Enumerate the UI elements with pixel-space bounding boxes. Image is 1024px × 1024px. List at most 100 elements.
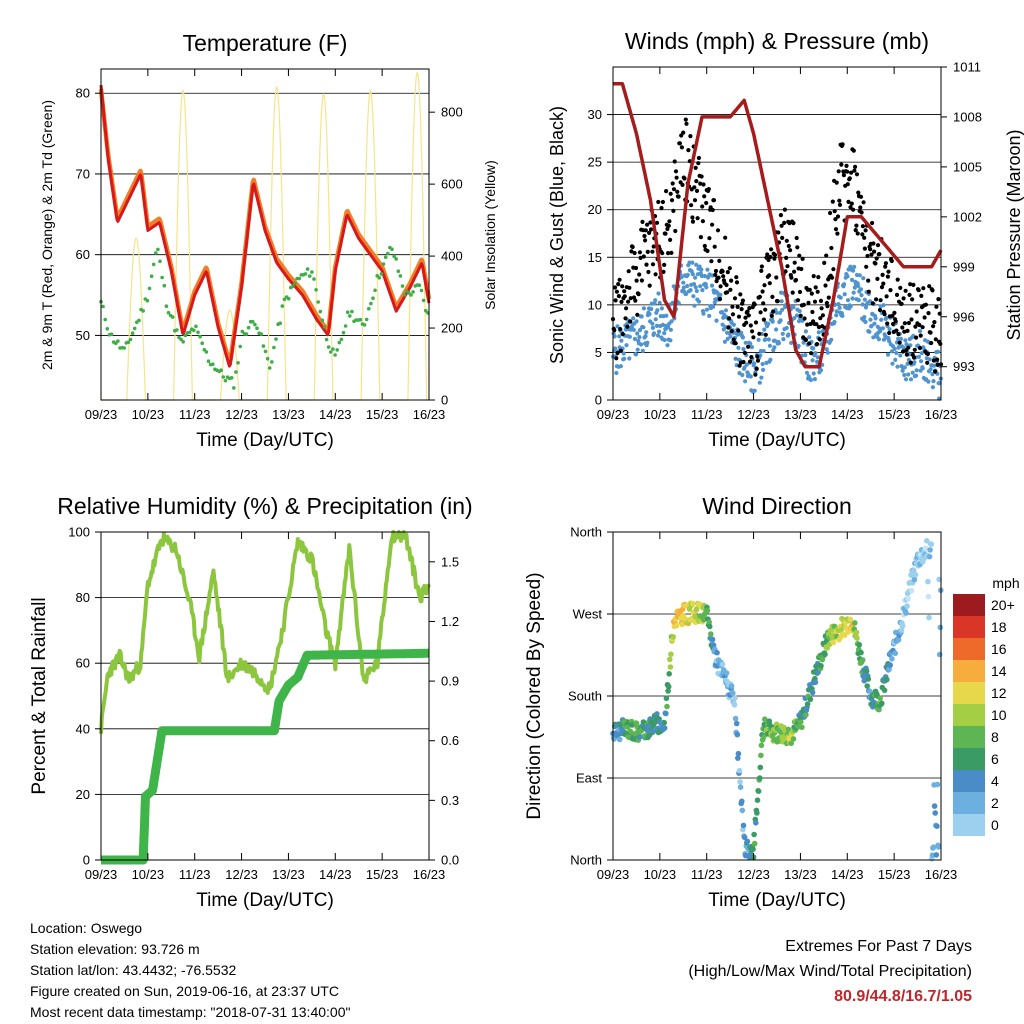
wind-point — [774, 310, 779, 315]
colorbar-label: 2 — [991, 795, 999, 811]
dewpoint-point — [293, 281, 297, 285]
gust-point — [854, 172, 860, 177]
gust-point — [690, 215, 695, 220]
gust-point — [626, 269, 631, 274]
gust-point — [856, 190, 861, 195]
gust-point — [677, 141, 683, 146]
gust-point — [935, 357, 940, 362]
wind-point — [760, 361, 765, 367]
direction-point — [830, 639, 837, 646]
direction-point — [744, 838, 751, 845]
y-tick-label-right: 0.3 — [441, 793, 459, 808]
gust-point — [641, 254, 646, 259]
wind-point — [880, 326, 886, 331]
gust-point — [689, 203, 694, 208]
gust-point — [755, 358, 761, 363]
gust-point — [754, 366, 759, 371]
direction-point — [663, 695, 670, 702]
dewpoint-point — [337, 340, 342, 345]
dewpoint-point — [261, 344, 266, 348]
gust-point — [625, 324, 630, 329]
gust-point — [862, 235, 867, 240]
gust-point — [759, 268, 764, 273]
dewpoint-point — [253, 322, 257, 327]
direction-point — [735, 750, 742, 757]
dewpoint-point — [211, 362, 215, 367]
direction-point — [822, 651, 828, 658]
gust-point — [841, 173, 847, 178]
wind-point — [733, 356, 738, 361]
plot-frame — [100, 531, 430, 861]
wind-point — [778, 318, 783, 323]
gust-point — [671, 208, 676, 213]
x-tick-label: 15/23 — [366, 407, 399, 422]
gust-point — [629, 249, 634, 254]
gust-point — [748, 359, 753, 364]
gust-point — [618, 348, 624, 353]
direction-point — [892, 650, 899, 657]
y-axis-label-right: Solar Insolation (Yellow) — [482, 160, 498, 310]
wind-point — [910, 370, 915, 375]
wind-point — [761, 349, 766, 354]
extremes-values: 80.9/44.8/16.7/1.05 — [834, 988, 972, 1005]
dewpoint-point — [280, 304, 285, 308]
gust-point — [862, 246, 868, 251]
gust-point — [734, 280, 740, 285]
direction-point — [731, 702, 738, 708]
y-tick-label-right: 0.9 — [441, 674, 459, 689]
gust-point — [858, 205, 863, 210]
x-tick-label: 10/23 — [132, 867, 165, 882]
wind-point — [655, 333, 661, 338]
x-tick-label: 12/23 — [737, 867, 770, 882]
dewpoint-point — [151, 262, 156, 267]
gust-point — [901, 296, 906, 301]
gust-point — [819, 306, 824, 311]
colorbar-label: 8 — [991, 729, 999, 745]
wind-point — [700, 288, 705, 293]
direction-point — [788, 740, 794, 747]
gust-point — [638, 255, 643, 260]
gust-point — [906, 345, 911, 350]
dewpoint-point — [234, 370, 238, 374]
y-tick-label: 15 — [588, 250, 602, 265]
gust-point — [648, 227, 654, 232]
direction-point — [895, 636, 902, 643]
wind-point — [834, 309, 839, 314]
direction-point — [740, 822, 747, 829]
gust-point — [704, 200, 709, 206]
wind-point — [903, 338, 908, 343]
gust-point — [693, 165, 698, 170]
gust-point — [736, 328, 741, 333]
gust-point — [791, 221, 796, 226]
gust-point — [883, 264, 888, 269]
wind-point — [852, 264, 857, 269]
wind-point — [926, 379, 931, 384]
dewpoint-point — [170, 315, 175, 319]
y-tick-label-right: 0 — [441, 393, 448, 408]
gust-point — [731, 337, 736, 342]
plot-area — [98, 71, 432, 401]
wind-point — [928, 367, 933, 372]
direction-point — [751, 831, 757, 838]
gust-point — [923, 302, 929, 307]
direction-point — [854, 635, 860, 641]
plot-area — [97, 530, 433, 865]
extremes-title: Extremes For Past 7 Days — [785, 938, 972, 955]
gust-point — [788, 248, 793, 253]
gust-point — [871, 241, 876, 246]
y-tick-label-right: 0.6 — [441, 733, 459, 748]
gust-point — [917, 322, 922, 328]
wind-point — [868, 317, 873, 322]
wind-point — [757, 380, 762, 385]
gust-point — [852, 168, 857, 173]
gust-point — [832, 209, 837, 214]
direction-point — [864, 683, 870, 689]
wind-point — [792, 316, 797, 321]
y-tick-label: 5 — [595, 345, 602, 360]
direction-point — [733, 720, 740, 727]
wind-point — [810, 358, 815, 363]
colorbar-label: 20+ — [991, 597, 1015, 613]
y-tick-label: 20 — [588, 202, 602, 217]
x-tick-label: 13/23 — [272, 407, 305, 422]
y-tick-label-right: 1005 — [953, 159, 982, 174]
